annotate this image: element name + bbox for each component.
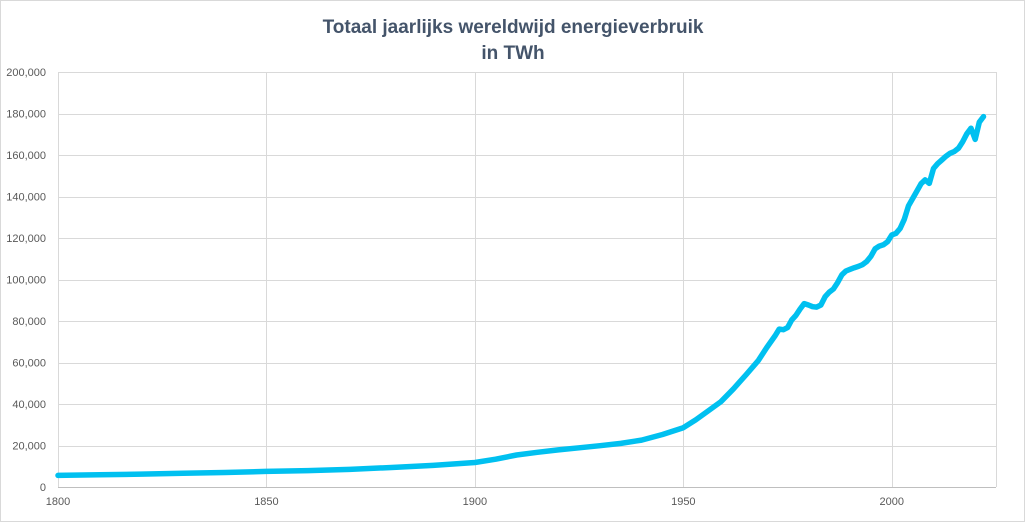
chart-title-line-1: Totaal jaarlijks wereldwijd energieverbr… bbox=[323, 17, 704, 38]
series-line bbox=[55, 113, 987, 479]
x-tick-label: 1950 bbox=[671, 496, 695, 508]
y-tick-label: 180,000 bbox=[6, 109, 46, 121]
y-tick-label: 40,000 bbox=[12, 399, 46, 411]
y-tick-label: 140,000 bbox=[6, 192, 46, 204]
x-tick-label: 1800 bbox=[46, 496, 70, 508]
y-tick-label: 160,000 bbox=[6, 150, 46, 162]
x-tick-label: 2000 bbox=[880, 496, 904, 508]
y-tick-label: 100,000 bbox=[6, 275, 46, 287]
tick-labels: 0 20,000 40,000 60,000 80,000 100,000 120,000 1… bbox=[6, 67, 904, 508]
series-layer bbox=[55, 113, 987, 479]
chart-title-line-2: in TWh bbox=[481, 43, 544, 64]
y-tick-label: 120,000 bbox=[6, 233, 46, 245]
x-tick-label: 1900 bbox=[463, 496, 487, 508]
gridlines bbox=[58, 72, 997, 487]
y-tick-label: 80,000 bbox=[12, 316, 46, 328]
y-tick-label: 60,000 bbox=[12, 358, 46, 370]
y-tick-label: 20,000 bbox=[12, 441, 46, 453]
y-tick-label: 200,000 bbox=[6, 67, 46, 79]
x-tick-label: 1850 bbox=[254, 496, 278, 508]
y-tick-label: 0 bbox=[40, 482, 46, 494]
